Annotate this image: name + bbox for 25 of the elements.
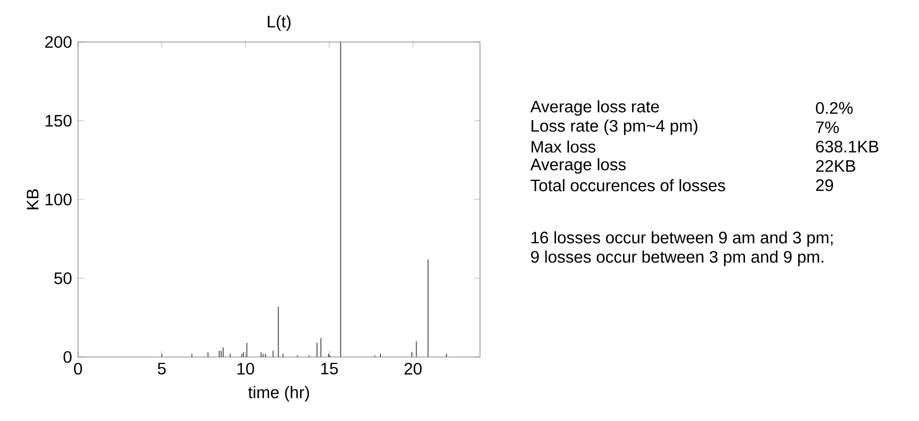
- text: 9 losses occur between 3 pm and 9 pm.: [531, 250, 824, 266]
- text: Total occurences of losses: [530, 179, 726, 192]
- x-tick-label: 20: [404, 362, 422, 375]
- text: 29: [816, 179, 834, 192]
- text: 7%: [816, 121, 839, 134]
- y-tick-label: 100: [46, 194, 72, 206]
- text: 22KB: [816, 160, 856, 172]
- y-tick-label: 0: [64, 351, 72, 363]
- y-axis-title: KB: [26, 189, 38, 210]
- y-tick-label: 150: [46, 114, 72, 127]
- chart-title: L(t): [268, 15, 290, 31]
- text: 638.1KB: [816, 140, 878, 152]
- x-tick-label: 10: [238, 362, 254, 375]
- text: 16 losses occur between 9 am and 3 pm;: [532, 231, 833, 247]
- x-tick-label: 15: [321, 362, 338, 374]
- y-tick-label: 200: [45, 36, 72, 48]
- text: Max loss: [532, 140, 596, 153]
- x-axis-title: time (hr): [248, 386, 309, 402]
- text: 0.2%: [816, 102, 853, 114]
- text: Average loss: [530, 158, 626, 174]
- x-tick-label: 5: [158, 362, 166, 374]
- text: Average loss rate: [530, 100, 659, 116]
- text: Loss rate (3 pm~4 pm): [532, 120, 698, 136]
- x-tick-label: 0: [74, 362, 82, 375]
- y-tick-label: 50: [54, 272, 72, 284]
